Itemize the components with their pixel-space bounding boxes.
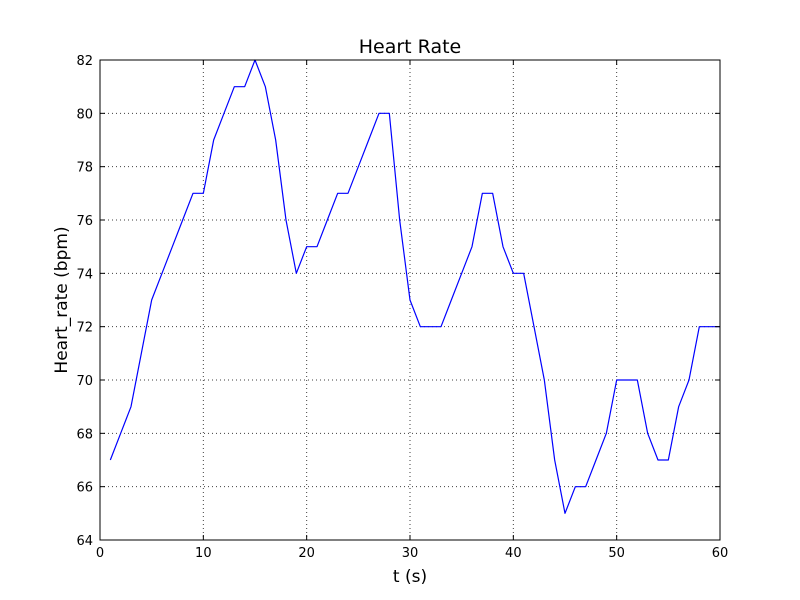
y-tick-label: 74	[76, 267, 93, 282]
y-tick-label: 64	[76, 534, 93, 549]
x-tick-label: 30	[402, 546, 419, 561]
heart-rate-series-line	[109, 59, 720, 514]
y-axis-label: Heart_rate (bpm)	[52, 226, 72, 373]
axis-ticks	[99, 59, 721, 541]
x-tick-labels: 0 10 20 30 40 50 60	[96, 546, 728, 561]
chart-title: Heart Rate	[359, 36, 462, 58]
y-tick-label: 80	[76, 107, 93, 122]
y-tick-label: 82	[76, 54, 93, 69]
x-axis-label: t (s)	[393, 567, 427, 587]
x-tick-label: 50	[608, 546, 625, 561]
x-tick-label: 40	[505, 546, 522, 561]
y-tick-label: 76	[76, 214, 93, 229]
x-tick-label: 0	[96, 546, 104, 561]
y-tick-label: 70	[76, 374, 93, 389]
x-tick-label: 20	[298, 546, 315, 561]
y-tick-label: 78	[76, 161, 93, 176]
y-tick-label: 72	[76, 321, 93, 336]
y-tick-label: 66	[76, 481, 93, 496]
x-tick-label: 60	[712, 546, 729, 561]
y-tick-labels: 64 66 68 70 72 74 76 78 80 82	[76, 54, 93, 549]
series-layer	[109, 59, 720, 514]
x-tick-label: 10	[195, 546, 212, 561]
y-tick-label: 68	[76, 427, 93, 442]
